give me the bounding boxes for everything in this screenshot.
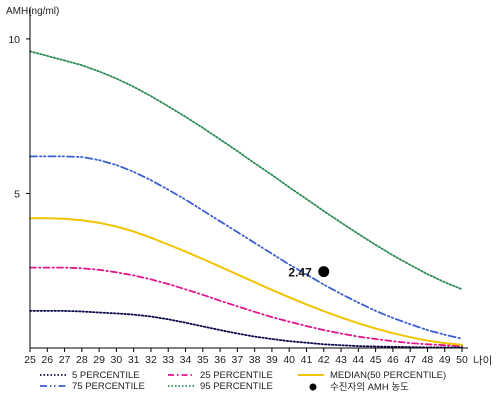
y-tick-label: 5 [14,188,20,200]
x-tick-label: 30 [111,354,123,366]
x-tick-label: 25 [24,354,36,366]
legend-label: MEDIAN(50 PERCENTILE) [330,370,446,381]
x-tick-label: 32 [145,354,157,366]
legend: 5 PERCENTILE 25 PERCENTILE MEDIAN(50 PERCE… [40,370,446,393]
x-tick-label: 33 [162,354,174,366]
x-tick-label: 31 [128,354,140,366]
series-line-5-percentile [29,309,463,349]
legend-label: 75 PERCENTILE [72,381,145,392]
series-line-median-50-percentile [29,217,463,346]
x-tick-label: 28 [76,354,88,366]
x-tick-label: 41 [301,354,313,366]
legend-marker-swatch [309,383,317,391]
x-tick-label: 39 [266,354,278,366]
x-tick-label: 46 [387,354,399,366]
legend-entry: 75 PERCENTILE [40,381,145,392]
x-tick-label: 49 [439,354,451,366]
x-tick-label: 42 [318,354,330,366]
x-tick-label: 29 [93,354,105,366]
legend-label: 5 PERCENTILE [72,370,140,381]
legend-label: 25 PERCENTILE [200,370,273,381]
x-tick-label: 34 [180,354,192,366]
x-tick-label: 26 [41,354,53,366]
x-tick-label: 48 [422,354,434,366]
series-line-25-percentile [29,266,463,347]
legend-entry: MEDIAN(50 PERCENTILE) [298,370,446,381]
patient-amh-point [318,266,330,278]
legend-label: 수진자의 AMH 농도 [330,382,409,393]
x-tick-label: 35 [197,354,209,366]
x-tick-label: 37 [232,354,244,366]
y-axis-label: AMH(ng/ml) [6,6,59,17]
patient-amh-value-label: 2.47 [288,266,312,280]
y-tick-label: 10 [8,34,20,46]
x-tick-label: 40 [283,354,295,366]
legend-entry: 5 PERCENTILE [40,370,140,381]
x-tick-label: 38 [249,354,261,366]
x-axis-label: 나이 [473,355,492,367]
legend-entry: 25 PERCENTILE [168,370,273,381]
legend-entry-marker: 수진자의 AMH 농도 [309,382,409,393]
x-tick-label: 45 [370,354,382,366]
x-tick-label: 50 [456,354,468,366]
series-line-95-percentile [29,50,463,291]
x-tick-label: 47 [404,354,416,366]
x-tick-label: 36 [214,354,226,366]
series-line-75-percentile [29,155,463,340]
x-tick-label: 27 [59,354,71,366]
x-tick-label: 44 [352,354,364,366]
legend-entry: 95 PERCENTILE [168,381,273,392]
legend-label: 95 PERCENTILE [200,381,273,392]
x-tick-label: 43 [335,354,347,366]
